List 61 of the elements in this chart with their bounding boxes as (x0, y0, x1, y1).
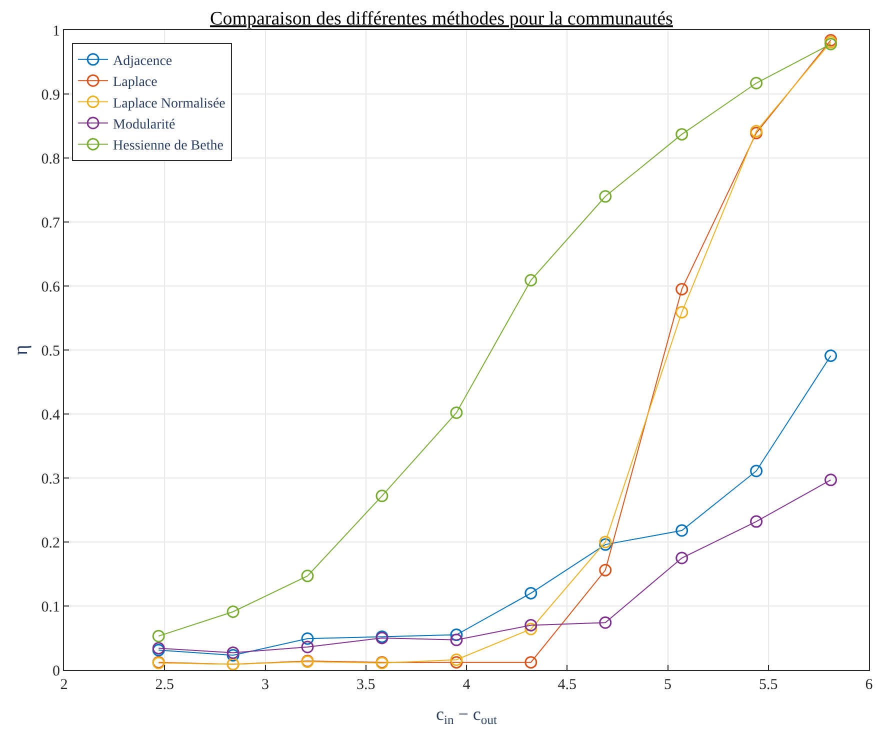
point (524, 274, 538, 286)
y-tick-label: 1 (52, 23, 60, 40)
point (599, 536, 612, 548)
point (524, 622, 538, 636)
point (301, 570, 314, 582)
y-tick-label: 0.1 (41, 599, 60, 616)
x-tick-label: 3.5 (356, 677, 376, 693)
point (301, 632, 314, 645)
legend-label: Laplace (113, 75, 158, 90)
y-axis-title: η (10, 344, 32, 356)
y-tick-label: 0.5 (41, 343, 60, 360)
point (450, 406, 463, 419)
point (524, 656, 538, 669)
x-axis-title: c$_{in}$ − c$_{out}$ (436, 704, 498, 727)
point (226, 649, 240, 662)
x-tick-label: 2.5 (155, 677, 174, 693)
point (301, 640, 314, 654)
x-tick-label: 5.5 (759, 677, 778, 693)
point (450, 656, 463, 669)
x-tick-label: 4.5 (558, 677, 577, 693)
point (824, 474, 838, 486)
point (750, 76, 763, 90)
y-tick-label: 0.3 (41, 471, 60, 488)
y-tick-label: 0.6 (41, 279, 60, 296)
point (750, 515, 763, 528)
legend-label: Adjacence (113, 54, 172, 69)
point (450, 634, 463, 646)
point (599, 190, 612, 203)
point (676, 282, 688, 296)
point (226, 606, 240, 618)
legend-label: Hessienne de Bethe (113, 138, 224, 154)
point (676, 128, 688, 141)
y-tick-label: 0.9 (41, 87, 60, 104)
point (676, 524, 688, 537)
point (152, 630, 165, 642)
x-tick-label: 2 (60, 677, 68, 693)
point (450, 628, 463, 642)
point (524, 618, 538, 632)
y-tick-label: 0.7 (41, 215, 60, 232)
y-tick-label: 0.4 (41, 407, 60, 424)
point (599, 564, 612, 576)
y-tick-label: 0.2 (41, 535, 60, 552)
point (824, 350, 838, 362)
y-tick-label: 0 (52, 663, 60, 680)
legend-label: Modularité (113, 117, 176, 132)
point (376, 490, 388, 502)
point (676, 306, 688, 318)
chart-title: Comparaison des différentes méthodes pour la communautés (210, 8, 673, 30)
x-tick-label: 3 (262, 677, 269, 693)
x-tick-label: 6 (865, 677, 874, 693)
point (599, 538, 612, 551)
legend-label: Laplace Normalisée (113, 96, 226, 112)
x-tick-label: 4 (462, 677, 471, 693)
point (750, 464, 763, 478)
point (226, 646, 240, 659)
y-tick-label: 0.8 (41, 151, 60, 168)
point (676, 552, 688, 564)
point (450, 654, 463, 666)
point (599, 616, 612, 629)
point (524, 586, 538, 600)
x-tick-label: 5 (664, 677, 672, 693)
